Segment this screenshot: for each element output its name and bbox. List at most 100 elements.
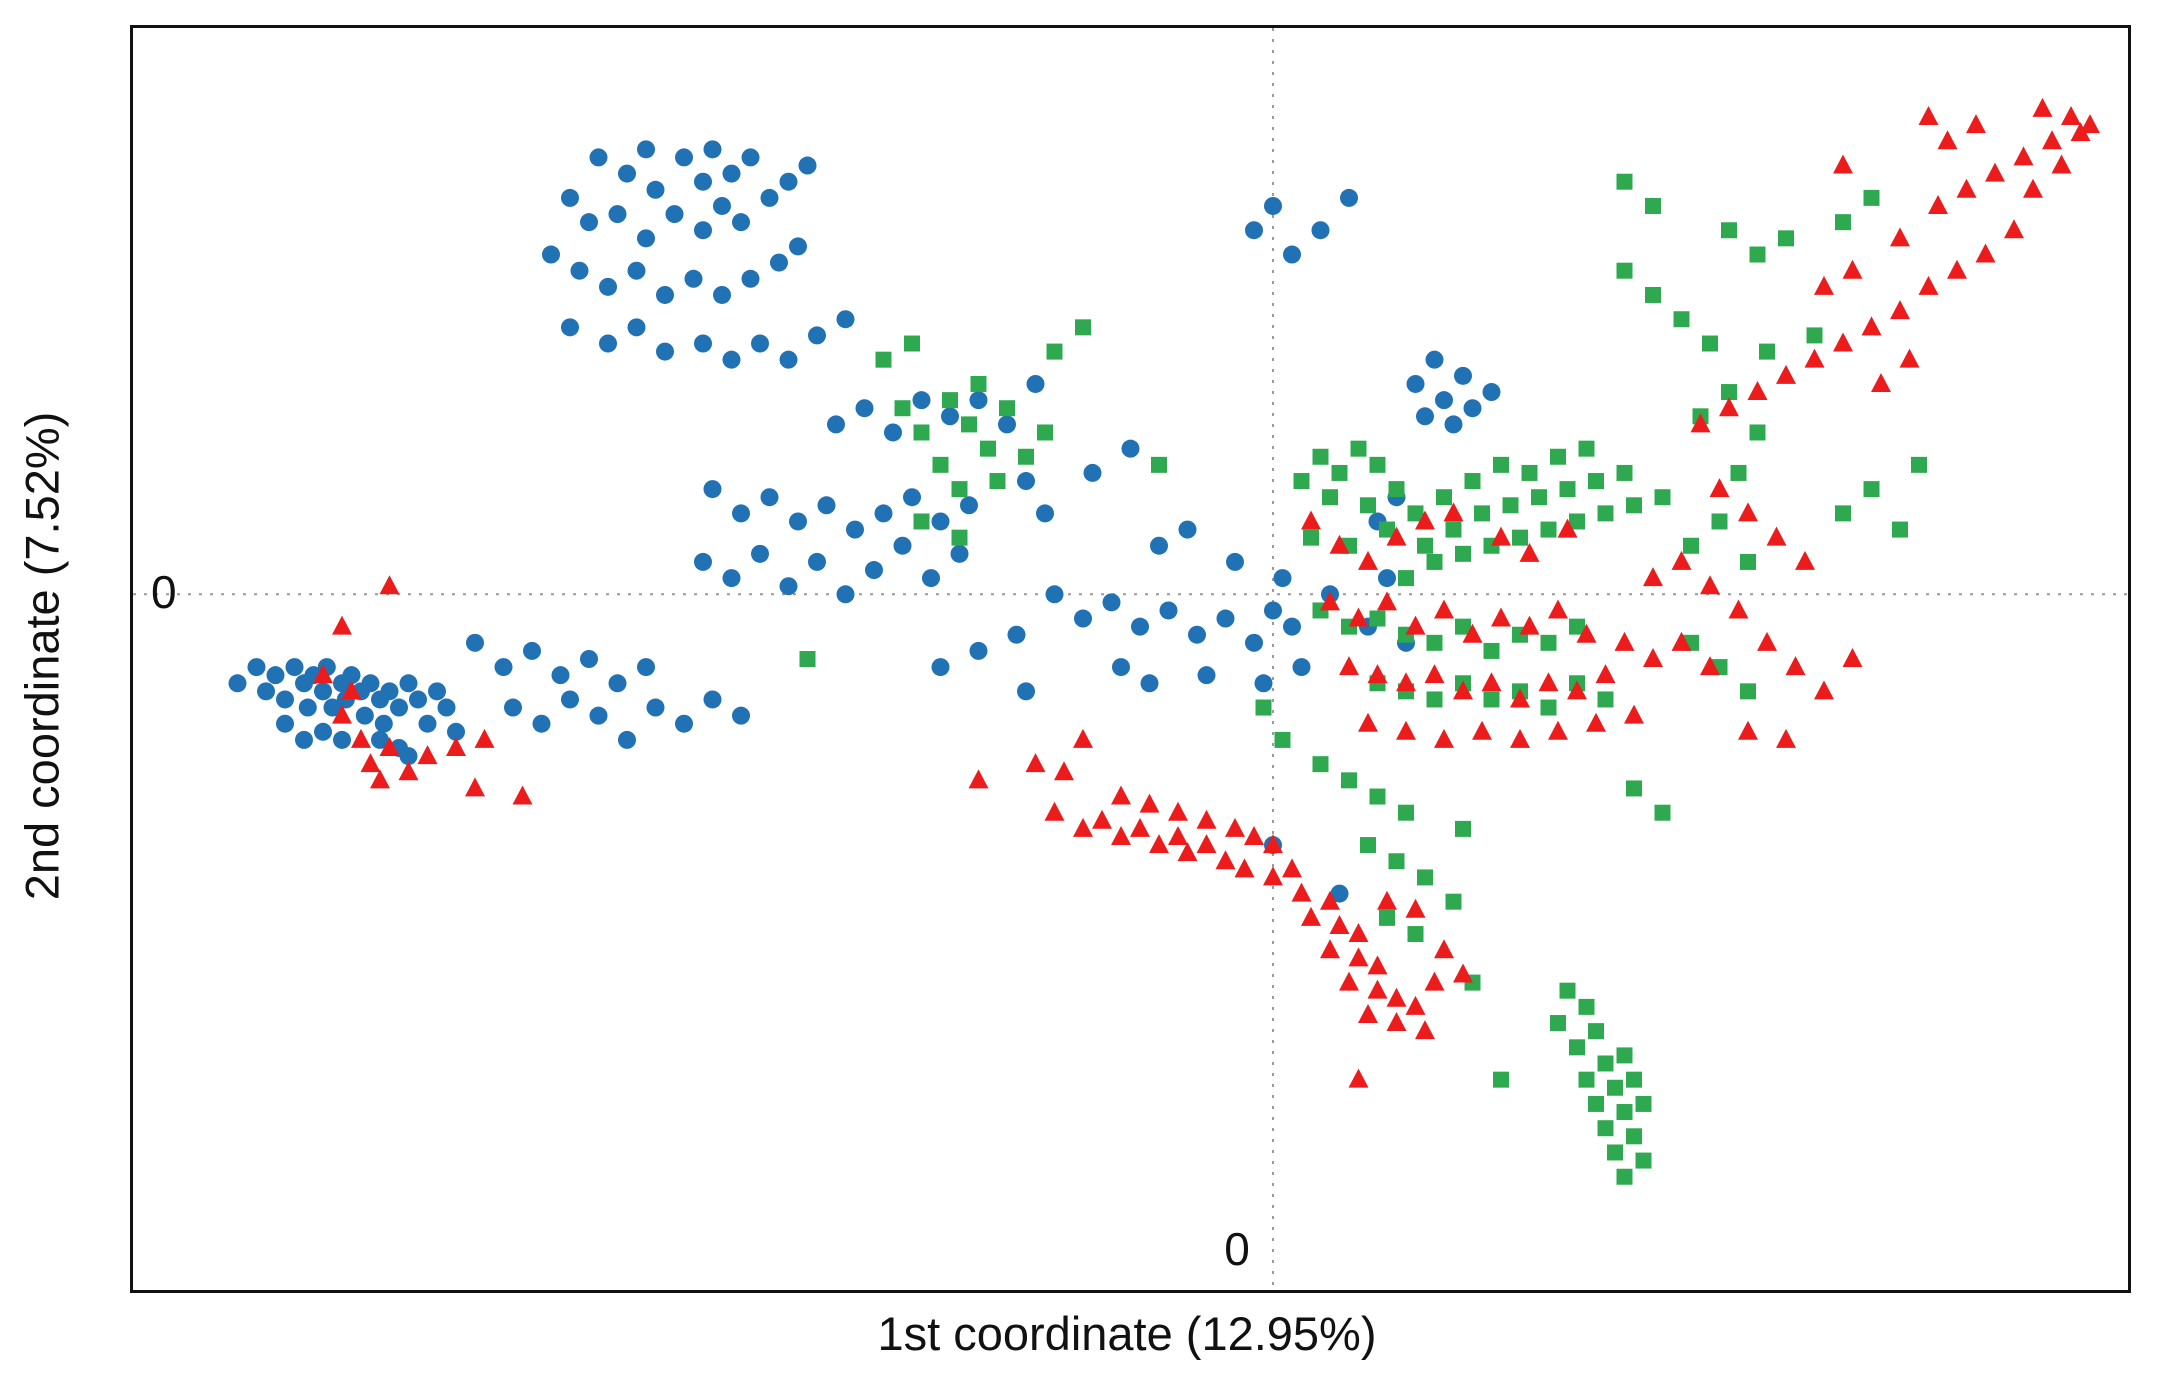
data-point-blue-circles: [865, 561, 883, 580]
data-point-green-squares: [1369, 456, 1386, 473]
data-point-green-squares: [1626, 1128, 1642, 1145]
data-point-red-triangles: [1348, 607, 1369, 627]
data-point-red-triangles: [1491, 607, 1511, 627]
data-point-blue-circles: [1264, 601, 1282, 620]
data-point-red-triangles: [1861, 316, 1882, 336]
data-point-green-squares: [1075, 319, 1091, 336]
data-point-green-squares: [1360, 837, 1376, 854]
data-point-red-triangles: [1738, 502, 1758, 522]
data-point-red-triangles: [1291, 882, 1312, 902]
data-point-green-squares: [951, 481, 968, 498]
data-point-green-squares: [1597, 691, 1614, 708]
data-point-blue-circles: [722, 164, 741, 183]
data-point-blue-circles: [1264, 196, 1282, 215]
data-point-blue-circles: [1378, 569, 1396, 588]
data-point-green-squares: [1892, 521, 1908, 538]
data-point-blue-circles: [314, 722, 332, 741]
data-point-blue-circles: [1416, 407, 1434, 426]
data-point-red-triangles: [1377, 890, 1397, 910]
data-point-blue-circles: [276, 714, 294, 733]
data-point-green-squares: [1588, 1095, 1604, 1112]
data-point-red-triangles: [1196, 809, 1217, 829]
data-point-red-triangles: [1738, 720, 1758, 740]
data-point-green-squares: [1445, 521, 1462, 538]
data-point-red-triangles: [2070, 122, 2091, 142]
data-point-red-triangles: [2032, 97, 2053, 117]
data-point-red-triangles: [2061, 105, 2081, 125]
data-point-green-squares: [1626, 780, 1642, 797]
data-point-blue-circles: [836, 585, 855, 604]
data-point-red-triangles: [1700, 656, 1720, 676]
data-point-red-triangles: [1586, 712, 1606, 732]
data-point-blue-circles: [969, 641, 988, 660]
data-point-red-triangles: [332, 615, 352, 635]
data-point-red-triangles: [1434, 728, 1454, 748]
data-point-blue-circles: [1425, 350, 1444, 369]
data-point-green-squares: [1863, 189, 1880, 206]
data-point-red-triangles: [1301, 510, 1321, 530]
data-point-blue-circles: [618, 164, 636, 183]
data-point-red-triangles: [360, 753, 381, 773]
data-point-red-triangles: [1415, 1020, 1435, 1040]
data-point-green-squares: [1749, 246, 1766, 263]
data-point-red-triangles: [1339, 971, 1359, 991]
data-point-blue-circles: [1017, 682, 1035, 701]
data-point-red-triangles: [1947, 259, 1967, 279]
data-point-green-squares: [1645, 286, 1661, 303]
data-point-blue-circles: [428, 682, 446, 701]
data-point-green-squares: [1569, 618, 1585, 635]
data-point-green-squares: [1512, 529, 1528, 546]
data-point-red-triangles: [1405, 995, 1426, 1015]
data-point-red-triangles: [1690, 413, 1711, 433]
data-point-blue-circles: [355, 706, 374, 725]
data-point-red-triangles: [1814, 680, 1834, 700]
data-point-green-squares: [1749, 424, 1766, 441]
data-point-green-squares: [932, 456, 949, 473]
data-point-blue-circles: [390, 698, 408, 717]
data-point-blue-circles: [1131, 617, 1149, 636]
data-point-red-triangles: [1719, 397, 1739, 417]
data-point-blue-circles: [1178, 520, 1197, 539]
data-point-blue-circles: [903, 488, 921, 507]
data-point-green-squares: [1740, 553, 1756, 570]
data-point-blue-circles: [741, 269, 760, 288]
data-point-green-squares: [1616, 1104, 1633, 1121]
data-point-red-triangles: [1320, 890, 1340, 910]
data-point-red-triangles: [1320, 939, 1340, 959]
data-point-blue-circles: [646, 698, 665, 717]
data-point-red-triangles: [1092, 809, 1112, 829]
data-point-red-triangles: [1377, 591, 1397, 611]
data-point-red-triangles: [1168, 825, 1188, 845]
data-point-red-triangles: [1139, 793, 1160, 813]
data-point-blue-circles: [855, 399, 874, 418]
data-point-green-squares: [1550, 448, 1566, 465]
data-point-blue-circles: [1102, 593, 1121, 612]
data-point-blue-circles: [941, 407, 959, 426]
data-point-green-squares: [1607, 1079, 1623, 1096]
data-point-green-squares: [1426, 691, 1443, 708]
data-point-blue-circles: [1463, 399, 1482, 418]
data-point-red-triangles: [1367, 664, 1388, 684]
data-point-blue-circles: [694, 172, 712, 191]
data-point-blue-circles: [418, 714, 437, 733]
data-point-green-squares: [1654, 489, 1671, 506]
data-point-red-triangles: [1757, 631, 1777, 651]
data-point-blue-circles: [371, 730, 389, 749]
data-point-green-squares: [1445, 893, 1462, 910]
data-point-red-triangles: [1709, 478, 1730, 498]
data-point-blue-circles: [637, 658, 655, 677]
data-point-red-triangles: [1073, 728, 1093, 748]
data-point-red-triangles: [1054, 761, 1074, 781]
data-point-red-triangles: [1776, 364, 1796, 384]
data-point-red-triangles: [1111, 825, 1131, 845]
data-point-red-triangles: [968, 769, 989, 789]
data-point-green-squares: [1588, 473, 1604, 490]
data-point-blue-circles: [1245, 221, 1263, 240]
data-point-green-squares: [1835, 214, 1851, 231]
data-point-green-squares: [1426, 553, 1443, 570]
data-point-red-triangles: [1196, 834, 1217, 854]
data-point-green-squares: [1540, 521, 1557, 538]
data-point-red-triangles: [1130, 817, 1150, 837]
data-point-green-squares: [1493, 1071, 1509, 1088]
data-point-blue-circles: [656, 342, 674, 361]
